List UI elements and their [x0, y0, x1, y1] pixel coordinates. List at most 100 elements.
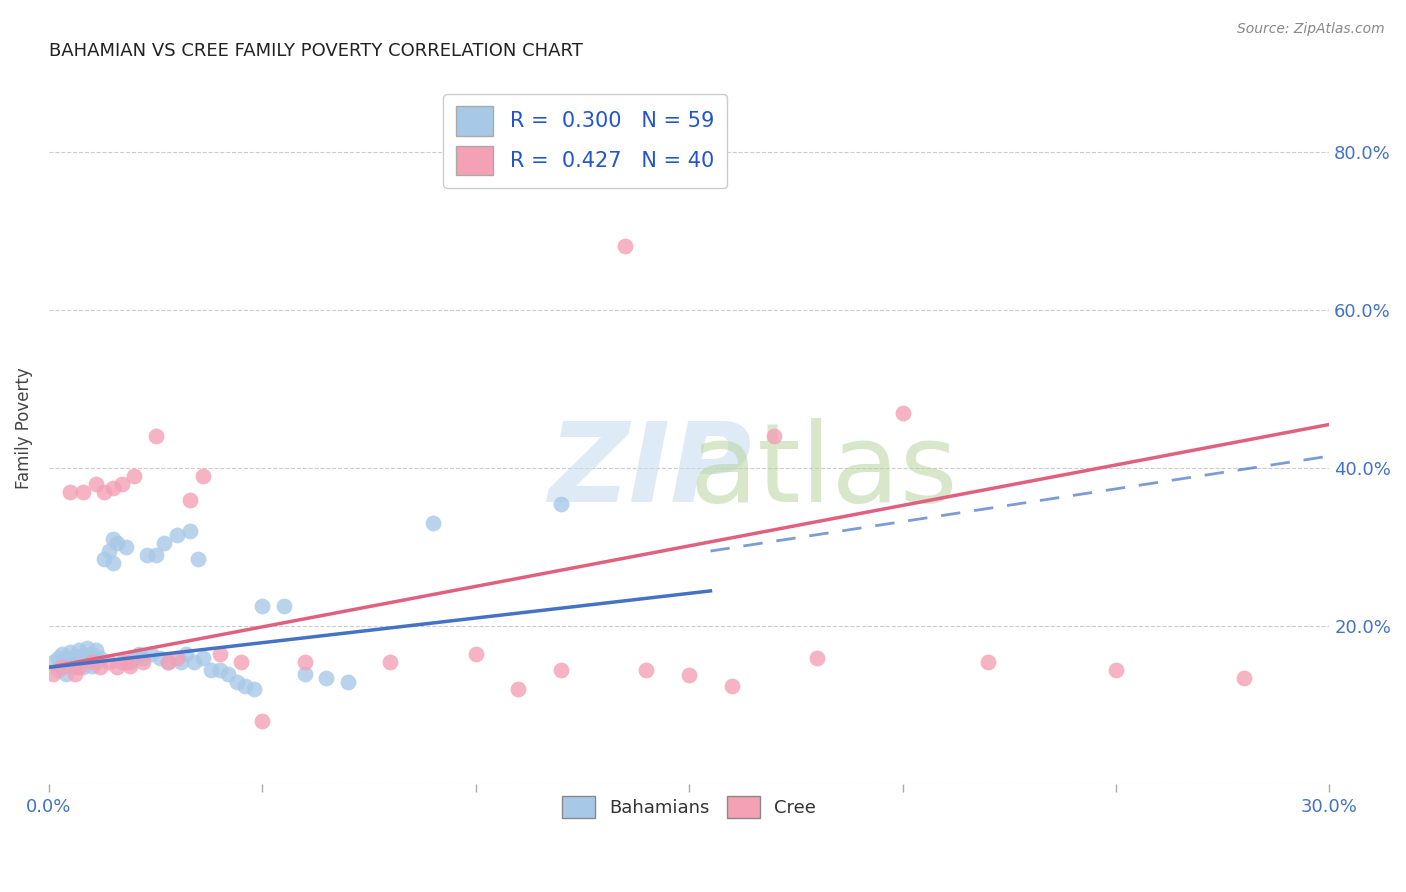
Point [166, 651, 188, 665]
Point [105, 660, 128, 674]
Point [132, 655, 155, 669]
Point [59, 657, 82, 672]
Y-axis label: Family Poverty: Family Poverty [15, 368, 32, 490]
Point [273, 599, 295, 614]
Point [225, 674, 247, 689]
Point [806, 651, 828, 665]
Point [93, 552, 115, 566]
Point [1105, 663, 1128, 677]
Point [191, 469, 214, 483]
Point [63, 660, 86, 674]
Point [336, 674, 359, 689]
Point [294, 666, 316, 681]
Point [977, 655, 1000, 669]
Point [720, 679, 742, 693]
Point [97, 655, 120, 669]
Point [187, 552, 209, 566]
Point [124, 469, 146, 483]
Point [101, 532, 124, 546]
Point [93, 484, 115, 499]
Point [157, 655, 180, 669]
Text: Source: ZipAtlas.com: Source: ZipAtlas.com [1237, 22, 1385, 37]
Point [67, 655, 90, 669]
Point [294, 655, 316, 669]
Point [76, 652, 98, 666]
Point [72, 648, 94, 663]
Point [550, 497, 572, 511]
Text: BAHAMIAN VS CREE FAMILY POVERTY CORRELATION CHART: BAHAMIAN VS CREE FAMILY POVERTY CORRELAT… [49, 42, 583, 60]
Point [229, 655, 252, 669]
Point [55, 666, 77, 681]
Point [179, 492, 201, 507]
Point [141, 647, 163, 661]
Point [120, 655, 142, 669]
Point [84, 476, 107, 491]
Point [149, 651, 172, 665]
Point [97, 544, 120, 558]
Point [55, 652, 77, 666]
Point [72, 660, 94, 674]
Point [80, 658, 103, 673]
Point [105, 536, 128, 550]
Point [59, 484, 82, 499]
Point [208, 663, 231, 677]
Text: ZIP: ZIP [548, 417, 752, 524]
Point [51, 647, 73, 661]
Point [80, 655, 103, 669]
Point [59, 644, 82, 658]
Point [51, 658, 73, 673]
Point [217, 666, 239, 681]
Point [72, 484, 94, 499]
Point [101, 481, 124, 495]
Point [42, 655, 65, 669]
Point [179, 524, 201, 539]
Point [315, 671, 337, 685]
Point [114, 540, 136, 554]
Point [153, 536, 176, 550]
Point [166, 528, 188, 542]
Point [124, 651, 146, 665]
Point [84, 643, 107, 657]
Point [89, 660, 111, 674]
Point [76, 640, 98, 655]
Point [46, 663, 69, 677]
Point [380, 655, 402, 669]
Point [110, 476, 132, 491]
Point [891, 406, 914, 420]
Point [145, 548, 167, 562]
Point [136, 548, 159, 562]
Point [1233, 671, 1256, 685]
Point [464, 647, 486, 661]
Point [114, 655, 136, 669]
Point [252, 714, 274, 728]
Point [63, 649, 86, 664]
Point [157, 655, 180, 669]
Point [145, 429, 167, 443]
Point [636, 663, 658, 677]
Point [89, 651, 111, 665]
Point [67, 660, 90, 674]
Point [550, 663, 572, 677]
Point [233, 679, 256, 693]
Point [101, 556, 124, 570]
Text: atlas: atlas [689, 417, 957, 524]
Point [763, 429, 786, 443]
Point [110, 655, 132, 669]
Point [614, 239, 637, 253]
Point [174, 647, 197, 661]
Point [508, 682, 530, 697]
Point [200, 663, 222, 677]
Point [422, 516, 444, 531]
Point [208, 647, 231, 661]
Point [128, 647, 150, 661]
Point [42, 666, 65, 681]
Point [80, 647, 103, 661]
Point [84, 655, 107, 669]
Point [132, 651, 155, 665]
Point [63, 666, 86, 681]
Point [170, 655, 193, 669]
Point [120, 658, 142, 673]
Point [243, 682, 266, 697]
Point [191, 651, 214, 665]
Legend: Bahamians, Cree: Bahamians, Cree [555, 789, 824, 825]
